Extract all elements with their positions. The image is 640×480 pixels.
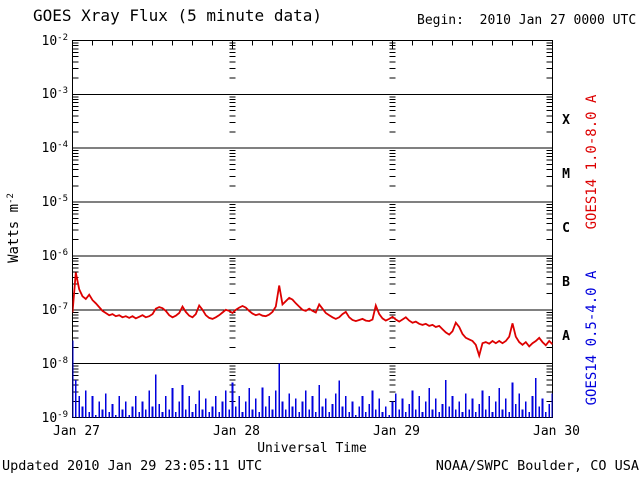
plot-border [72,40,553,418]
y-tick-exponent: -3 [57,86,68,97]
y-tick-label: 10-6 [28,247,69,264]
y-tick-exponent: -2 [57,32,68,43]
short-channel-bars [72,340,553,418]
y-tick-base: 10 [41,248,58,264]
y-tick-exponent: -9 [57,409,68,420]
y-tick-exponent: -4 [57,140,68,151]
y-tick-base: 10 [41,356,58,372]
grid-lines [72,40,553,418]
long-channel-line [72,272,553,359]
x-tick-label: Jan 29 [373,424,420,439]
flux-class-label: C [562,221,570,236]
y-tick-base: 10 [41,141,58,157]
begin-time-label: Begin: 2010 Jan 27 0000 UTC [417,13,637,28]
y-tick-base: 10 [41,87,58,103]
y-tick-base: 10 [41,195,58,211]
y-tick-exponent: -8 [57,355,68,366]
y-tick-base: 10 [41,302,58,318]
y-tick-label: 10-5 [28,193,69,211]
series-label-long-channel: GOES14 1.0-8.0 A [584,94,600,230]
y-tick-label: 10-9 [28,409,69,426]
series-label-short-channel: GOES14 0.5-4.0 A [584,270,600,406]
x-tick-label: Jan 27 [53,424,100,439]
y-tick-label: 10-8 [28,355,69,372]
y-tick-base: 10 [41,410,58,426]
y-tick-exponent: -6 [57,247,68,258]
x-axis-title: Universal Time [257,441,367,456]
x-tick-label: Jan 30 [533,424,580,439]
flux-class-label: M [562,167,570,183]
flux-class-label: X [562,113,570,129]
chart-title: GOES Xray Flux (5 minute data) [33,6,322,25]
y-tick-base: 10 [41,33,58,49]
flux-class-label: B [562,274,570,290]
y-tick-label: 10-3 [28,85,69,103]
y-tick-label: 10-4 [28,139,69,157]
y-tick-label: 10-2 [28,32,69,49]
y-tick-label: 10-7 [28,301,69,318]
y-tick-exponent: -5 [57,194,68,205]
y-tick-exponent: -7 [57,301,68,312]
x-tick-label: Jan 28 [213,424,260,439]
updated-timestamp: Updated 2010 Jan 29 23:05:11 UTC [2,458,263,474]
flux-class-label: A [562,328,570,344]
source-attribution: NOAA/SWPC Boulder, CO USA [435,458,639,474]
